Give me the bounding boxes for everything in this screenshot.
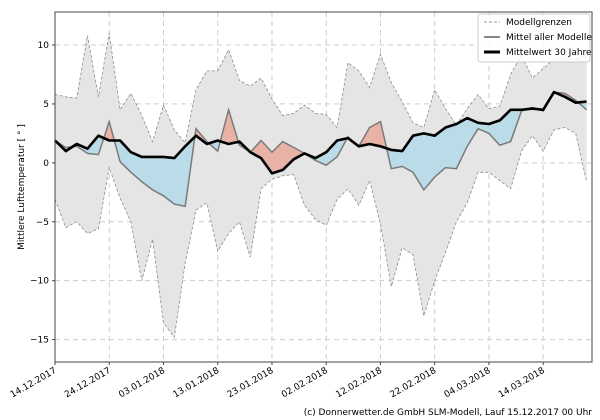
x-axis: 14.12.2017 24.12.2017 03.01.2018 13.01.2018… xyxy=(9,362,547,400)
x-tick-label: 22.02.2018 xyxy=(389,366,439,401)
legend: Modellgrenzen Mittel aller Modelle Mitte… xyxy=(477,13,592,63)
y-tick-label: −10 xyxy=(30,277,49,287)
x-tick-label: 12.02.2018 xyxy=(334,366,384,401)
x-tick-label: 14.03.2018 xyxy=(497,366,547,401)
x-tick-label: 03.01.2018 xyxy=(117,366,167,401)
series-lines xyxy=(54,33,588,339)
colder-anomaly-fill xyxy=(467,118,479,147)
colder-anomaly-fill xyxy=(152,156,164,196)
colder-anomaly-fill xyxy=(163,156,175,205)
y-axis: −15 −10 −5 0 5 10 xyxy=(30,41,55,346)
copyright-footer: (c) Donnerwetter.de GmbH SLM-Modell, Lau… xyxy=(304,408,593,418)
legend-label-mittelwert-30-jahre: Mittelwert 30 Jahre xyxy=(506,48,592,58)
climate-mean-line xyxy=(54,90,587,175)
x-tick-label: 14.12.2017 xyxy=(9,366,59,400)
upper-bound-line xyxy=(54,33,587,144)
y-tick-label: 0 xyxy=(43,159,49,169)
model-mean-line xyxy=(54,91,588,208)
colder-anomaly-fill xyxy=(423,133,435,190)
legend-box xyxy=(477,13,591,63)
colder-anomaly-fill xyxy=(141,156,153,190)
y-tick-label: 10 xyxy=(38,41,50,51)
model-range-area xyxy=(55,33,587,338)
x-tick-label: 04.03.2018 xyxy=(443,366,493,401)
warmer-anomaly-fill xyxy=(261,140,272,174)
colder-anomaly-fill xyxy=(434,127,446,177)
x-tick-label: 23.01.2018 xyxy=(226,366,276,401)
x-tick-label: 13.01.2018 xyxy=(172,366,222,401)
colder-anomaly-fill xyxy=(315,152,327,166)
y-axis-label: Mittlere Lufttemperatur [ ° ] xyxy=(17,124,27,250)
plot-frame xyxy=(54,11,593,363)
colder-anomaly-fill xyxy=(456,118,468,169)
y-tick-label: 5 xyxy=(43,100,49,110)
warmer-anomaly-fill xyxy=(250,140,262,159)
warmer-anomaly-fill xyxy=(369,121,381,147)
legend-label-mittel-aller-modelle: Mittel aller Modelle xyxy=(506,33,592,43)
y-tick-label: −15 xyxy=(30,336,49,346)
colder-anomaly-fill xyxy=(445,124,457,169)
colder-anomaly-fill xyxy=(391,149,403,169)
y-tick-label: −5 xyxy=(36,218,49,228)
model-range-band xyxy=(55,33,587,338)
colder-anomaly-fill xyxy=(488,120,500,146)
colder-anomaly-fill xyxy=(402,135,413,173)
colder-anomaly-fill xyxy=(326,140,338,166)
warmer-anomaly-fill xyxy=(282,141,294,170)
x-tick-label: 24.12.2017 xyxy=(63,366,113,400)
colder-anomaly-fill xyxy=(478,122,489,134)
colder-anomaly-fill xyxy=(174,146,186,207)
x-tick-label: 02.02.2018 xyxy=(280,366,330,401)
colder-anomaly-fill xyxy=(120,140,131,173)
legend-label-modellgrenzen: Modellgrenzen xyxy=(506,18,572,28)
